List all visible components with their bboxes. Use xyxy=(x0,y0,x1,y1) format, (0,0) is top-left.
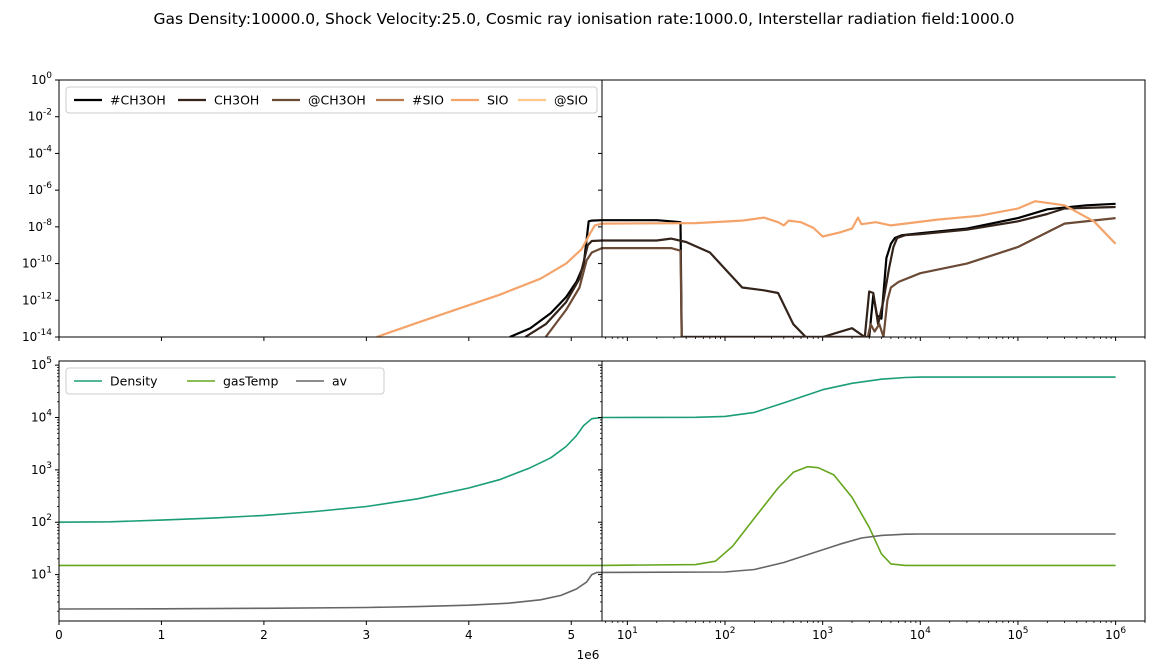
series-line-density xyxy=(602,376,1116,419)
series-line-ch3oh xyxy=(524,239,602,337)
series-group xyxy=(602,200,1117,337)
x-tick-label: 3 xyxy=(363,628,371,642)
series-group xyxy=(59,416,602,610)
legend-label: CH3OH xyxy=(214,93,259,108)
panel-bottom-right: 101 102 103 104 105 106 xyxy=(598,360,1146,642)
series-line-ch3oh xyxy=(602,205,1116,337)
x-tick-label: 102 xyxy=(714,626,735,642)
y-tick-label: 10-12 xyxy=(22,291,52,307)
axes-frame xyxy=(601,79,1146,338)
y-tick-label: 10-8 xyxy=(28,218,53,234)
x-tick-label: 103 xyxy=(812,626,833,642)
y-tick-label: 102 xyxy=(31,513,52,529)
y-tick-label: 105 xyxy=(31,356,52,372)
series-line-density xyxy=(59,416,602,523)
y-tick-label: 101 xyxy=(31,566,52,582)
legend-label: @CH3OH xyxy=(308,93,366,108)
y-tick-label: 10-4 xyxy=(28,144,53,160)
y-tick-label: 10-14 xyxy=(22,328,52,344)
series-line-sio xyxy=(376,222,602,337)
y-tick-label: 10-6 xyxy=(28,181,53,197)
series-line-gastemp xyxy=(602,465,1116,567)
y-tick-label: 10-10 xyxy=(22,255,52,271)
series-group xyxy=(376,219,602,337)
x-tick-label: 5 xyxy=(567,628,575,642)
y-tick-label: 100 xyxy=(31,71,52,87)
x-tick-label: 4 xyxy=(465,628,473,642)
panel-top-left: 10-14 10-12 10-10 10-8 10-6 10-4 10-2 100 xyxy=(22,71,603,344)
legend-species: #CH3OH CH3OH @CH3OH #SIO SIO @SIO xyxy=(65,86,598,114)
series-line-ch3oh xyxy=(544,247,602,337)
x-tick-label: 104 xyxy=(910,626,931,642)
legend-label: Density xyxy=(110,374,158,389)
x-tick-label: 105 xyxy=(1007,626,1028,642)
series-group xyxy=(602,376,1116,574)
legend-label: av xyxy=(332,374,348,389)
y-tick-label: 104 xyxy=(31,409,52,425)
panel-top-right xyxy=(598,79,1146,341)
series-line-ch3oh xyxy=(602,217,1116,337)
x-tick-label: 106 xyxy=(1105,626,1126,642)
y-tick-label: 10-2 xyxy=(28,108,52,124)
y-tick-label: 103 xyxy=(31,461,52,477)
figure-title: Gas Density:10000.0, Shock Velocity:25.0… xyxy=(154,10,1015,28)
series-line-sio xyxy=(602,200,1117,245)
legend-label: #SIO xyxy=(412,93,444,108)
legend-label: SIO xyxy=(487,93,509,108)
panel-bottom-left: 0 1 2 3 4 5 101 102 103 104 105 xyxy=(31,356,603,642)
legend-label: @SIO xyxy=(554,93,588,108)
series-line-av xyxy=(602,533,1116,574)
x-offset-label: 1e6 xyxy=(577,648,600,662)
x-tick-label: 101 xyxy=(617,626,638,642)
legend-box xyxy=(65,86,598,114)
legend-physics: Density gasTemp av xyxy=(65,367,385,395)
series-line-av xyxy=(59,571,602,610)
x-tick-label: 1 xyxy=(158,628,166,642)
legend-label: #CH3OH xyxy=(110,93,166,108)
x-tick-label: 0 xyxy=(55,628,63,642)
legend-box xyxy=(65,367,385,395)
x-tick-label: 2 xyxy=(260,628,268,642)
legend-label: gasTemp xyxy=(223,374,278,389)
